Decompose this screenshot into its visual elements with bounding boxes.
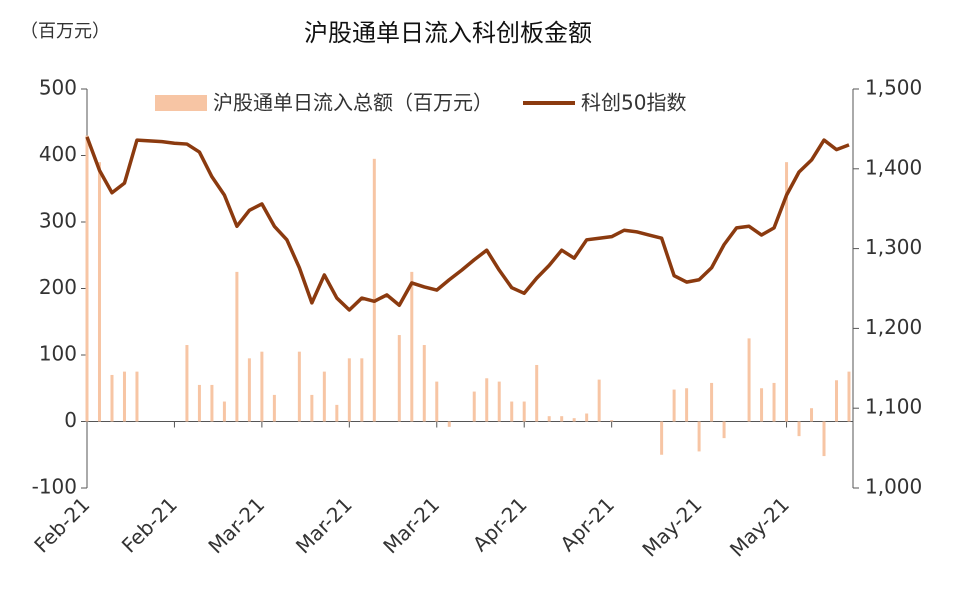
bar — [360, 358, 364, 422]
chart-title: 沪股通单日流入科创板金额 — [304, 19, 592, 47]
y2-tick-label: 1,200 — [865, 315, 922, 339]
line — [85, 136, 850, 312]
x-tick-label: Feb-21 — [29, 492, 94, 557]
y2-tick-label: 1,100 — [865, 395, 922, 419]
bar — [560, 416, 564, 422]
bar — [472, 391, 476, 422]
bar — [722, 421, 726, 439]
bar — [535, 364, 539, 422]
bar — [610, 420, 614, 422]
y2-tick-label: 1,000 — [865, 475, 922, 499]
y2-tick-label: 1,300 — [865, 235, 922, 259]
y-tick-label: 300 — [39, 209, 77, 233]
bar — [660, 421, 664, 455]
bar — [585, 413, 589, 422]
bar — [835, 380, 839, 422]
bar — [685, 388, 689, 422]
x-tick-label: Mar-21 — [378, 492, 444, 558]
bar — [822, 421, 826, 457]
bar — [672, 389, 676, 422]
y-tick-label: 100 — [39, 342, 77, 366]
bar — [785, 162, 789, 422]
bar — [222, 401, 226, 422]
bar — [522, 401, 526, 422]
bar — [772, 382, 776, 422]
y-tick-label: 500 — [39, 76, 77, 100]
legend-swatch — [155, 95, 207, 111]
y2-tick-label: 1,500 — [865, 76, 922, 100]
bar — [372, 158, 376, 422]
bar — [485, 378, 489, 422]
bar — [797, 421, 801, 437]
y-tick-label: 0 — [64, 408, 77, 432]
bar — [335, 404, 339, 422]
x-tick-label: Mar-21 — [291, 492, 357, 558]
x-tick-label: Feb-21 — [117, 492, 182, 557]
bar — [197, 384, 201, 422]
bar — [497, 381, 501, 422]
y-tick-label: 200 — [39, 275, 77, 299]
x-tick-label: May-21 — [637, 492, 706, 561]
y-tick-label: -100 — [32, 475, 77, 499]
bar — [272, 394, 276, 422]
bar — [297, 351, 301, 422]
bar — [697, 421, 701, 452]
legend-label: 科创50指数 — [581, 91, 686, 115]
legend-label: 沪股通单日流入总额（百万元） — [213, 91, 493, 115]
bar — [410, 271, 414, 422]
bar — [572, 418, 576, 422]
bar — [597, 379, 601, 422]
x-tick-label: Apr-21 — [468, 492, 532, 556]
bar — [97, 162, 101, 422]
y-tick-label: 400 — [39, 142, 77, 166]
bar — [747, 338, 751, 422]
x-tick-label: May-21 — [725, 492, 794, 561]
bar — [322, 371, 326, 422]
bar — [547, 416, 551, 422]
bar — [247, 358, 251, 422]
y2-tick-label: 1,400 — [865, 155, 922, 179]
bar — [447, 421, 451, 427]
bar — [760, 388, 764, 422]
bar — [847, 371, 851, 422]
bar — [810, 408, 814, 422]
bar — [110, 374, 114, 422]
bar — [347, 358, 351, 422]
bar — [122, 371, 126, 422]
bar — [260, 351, 264, 422]
bar — [185, 345, 189, 422]
bar — [235, 271, 239, 422]
bar — [435, 381, 439, 422]
x-tick-label: Apr-21 — [555, 492, 619, 556]
bar — [710, 382, 714, 422]
bar — [397, 335, 401, 422]
bar — [422, 345, 426, 422]
x-tick-label: Mar-21 — [203, 492, 269, 558]
bar — [135, 371, 139, 422]
bar — [510, 401, 514, 422]
bar — [210, 384, 214, 422]
unit-label: （百万元） — [20, 21, 110, 42]
bar — [310, 394, 314, 422]
bar — [85, 135, 89, 422]
